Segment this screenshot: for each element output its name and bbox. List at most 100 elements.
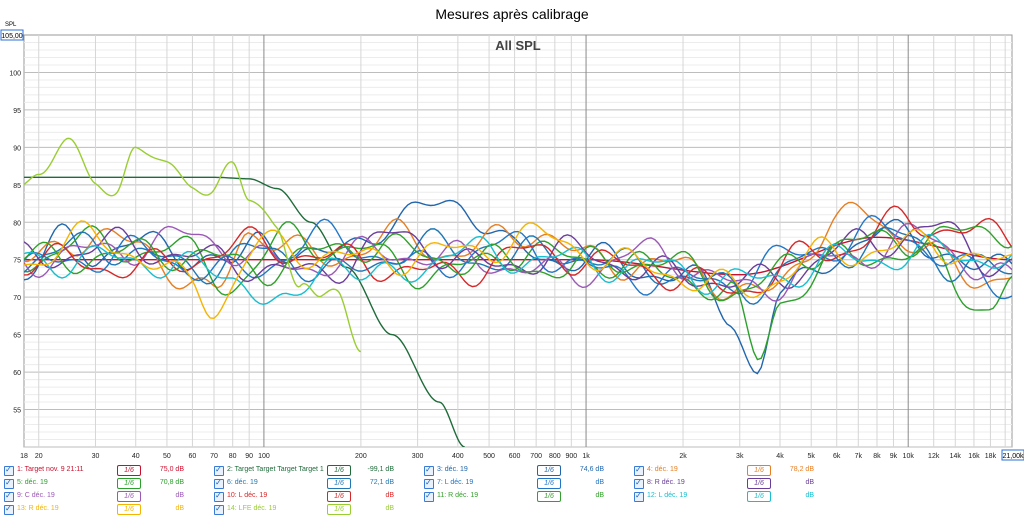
legend-value: dB: [175, 505, 184, 512]
y-tick-label: 80: [13, 220, 21, 227]
spl-chart[interactable]: 55 60 65 70 75 80 85 90 95 100 105,00 SPL 18 20 30 40 50…: [0, 0, 1024, 462]
legend-item[interactable]: 14: LFE déc. 19 1/6 dB: [214, 504, 419, 516]
smoothing-button[interactable]: 1/6: [327, 465, 351, 476]
legend-label: 4: déc. 19: [647, 466, 678, 473]
x-tick-label: 300: [412, 453, 424, 460]
legend-checkbox[interactable]: [214, 504, 224, 515]
x-tick-label: 600: [509, 453, 521, 460]
legend-label: 13: R déc. 19: [17, 505, 59, 512]
legend-label: 9: C déc. 19: [17, 492, 55, 499]
legend-value: dB: [805, 479, 814, 486]
legend-checkbox[interactable]: [4, 491, 14, 502]
x-tick-label: 30: [92, 453, 100, 460]
x-tick-label: 100: [258, 453, 270, 460]
legend-checkbox[interactable]: [4, 504, 14, 515]
x-tick-label: 16k: [968, 453, 980, 460]
legend-label: 2: Target Target Target Target 1: [227, 466, 324, 473]
x-tick-label: 500: [483, 453, 495, 460]
smoothing-button[interactable]: 1/6: [327, 504, 351, 515]
legend-item[interactable]: 12: L déc. 19 1/6 dB: [634, 491, 839, 503]
smoothing-button[interactable]: 1/6: [327, 491, 351, 502]
smoothing-button[interactable]: 1/6: [537, 478, 561, 489]
legend-checkbox[interactable]: [4, 478, 14, 489]
y-tick-label: 90: [13, 145, 21, 152]
x-tick-label: 40: [132, 453, 140, 460]
smoothing-button[interactable]: 1/6: [747, 491, 771, 502]
legend-item[interactable]: 7: L déc. 19 1/6 dB: [424, 478, 629, 490]
legend-item[interactable]: 13: R déc. 19 1/6 dB: [4, 504, 209, 516]
legend-label: 14: LFE déc. 19: [227, 505, 277, 512]
x-tick-label: 50: [163, 453, 171, 460]
legend-item[interactable]: 4: déc. 19 1/6 78,2 dB: [634, 465, 839, 477]
legend-label: 3: déc. 19: [437, 466, 468, 473]
smoothing-button[interactable]: 1/6: [747, 478, 771, 489]
x-tick-label: 80: [229, 453, 237, 460]
legend-label: 12: L déc. 19: [647, 492, 688, 499]
series-line: [24, 137, 362, 353]
x-tick-label: 60: [189, 453, 197, 460]
x-tick-label: 7k: [855, 453, 863, 460]
legend-item[interactable]: 6: déc. 19 1/6 72,1 dB: [214, 478, 419, 490]
smoothing-button[interactable]: 1/6: [117, 491, 141, 502]
y-tick-label: 85: [13, 183, 21, 190]
legend-item[interactable]: 2: Target Target Target Target 11/6 -99,1…: [214, 465, 419, 477]
y-tick-label: 100: [9, 70, 21, 77]
legend-checkbox[interactable]: [634, 491, 644, 502]
legend-item[interactable]: 8: R déc. 19 1/6 dB: [634, 478, 839, 490]
legend-item[interactable]: 9: C déc. 19 1/6 dB: [4, 491, 209, 503]
legend-checkbox[interactable]: [634, 478, 644, 489]
legend-item[interactable]: 5: déc. 19 1/6 70,8 dB: [4, 478, 209, 490]
legend-item[interactable]: 1: Target nov. 9 21:11 1/6 75,0 dB: [4, 465, 209, 477]
legend-label: 11: R déc. 19: [437, 492, 479, 499]
legend-value: dB: [595, 492, 604, 499]
y-tick-label: 55: [13, 408, 21, 415]
x-tick-label: 12k: [928, 453, 940, 460]
legend-label: 10: L déc. 19: [227, 492, 268, 499]
legend-item[interactable]: 10: L déc. 19 1/6 dB: [214, 491, 419, 503]
smoothing-button[interactable]: 1/6: [747, 465, 771, 476]
x-tick-label: 1k: [582, 453, 590, 460]
series-line: [24, 220, 1012, 320]
x-tick-label: 10k: [903, 453, 915, 460]
y-top-label: 105,00: [1, 33, 23, 40]
x-tick-label: 18: [20, 453, 28, 460]
legend-item[interactable]: 11: R déc. 19 1/6 dB: [424, 491, 629, 503]
smoothing-button[interactable]: 1/6: [327, 478, 351, 489]
x-tick-label: 70: [210, 453, 218, 460]
legend-checkbox[interactable]: [634, 465, 644, 476]
legend-checkbox[interactable]: [424, 465, 434, 476]
legend-checkbox[interactable]: [424, 491, 434, 502]
legend-value: -99,1 dB: [367, 466, 394, 473]
x-tick-label: 6k: [833, 453, 841, 460]
smoothing-button[interactable]: 1/6: [117, 478, 141, 489]
legend: 1: Target nov. 9 21:11 1/6 75,0 dB 2: Targe…: [0, 462, 1024, 515]
series-line: [24, 205, 1012, 294]
smoothing-button[interactable]: 1/6: [537, 465, 561, 476]
x-tick-label: 14k: [950, 453, 962, 460]
series-line: [24, 176, 465, 447]
legend-checkbox[interactable]: [214, 478, 224, 489]
legend-item[interactable]: 3: déc. 19 1/6 74,6 dB: [424, 465, 629, 477]
legend-value: dB: [385, 505, 394, 512]
smoothing-button[interactable]: 1/6: [537, 491, 561, 502]
legend-value: dB: [805, 492, 814, 499]
smoothing-button[interactable]: 1/6: [117, 465, 141, 476]
legend-value: 74,6 dB: [579, 466, 604, 473]
legend-label: 6: déc. 19: [227, 479, 258, 486]
x-tick-label: 2k: [679, 453, 687, 460]
legend-label: 1: Target nov. 9 21:11: [17, 466, 84, 473]
legend-value: 75,0 dB: [159, 466, 184, 473]
legend-checkbox[interactable]: [214, 465, 224, 476]
legend-value: dB: [385, 492, 394, 499]
x-tick-label: 5k: [808, 453, 816, 460]
x-tick-label: 20: [35, 453, 43, 460]
series-line: [24, 225, 1012, 302]
x-tick-label: 18k: [985, 453, 997, 460]
legend-checkbox[interactable]: [4, 465, 14, 476]
chart-title: All SPL: [495, 38, 541, 53]
legend-checkbox[interactable]: [424, 478, 434, 489]
x-tick-label: 9k: [890, 453, 898, 460]
legend-value: dB: [595, 479, 604, 486]
smoothing-button[interactable]: 1/6: [117, 504, 141, 515]
legend-checkbox[interactable]: [214, 491, 224, 502]
